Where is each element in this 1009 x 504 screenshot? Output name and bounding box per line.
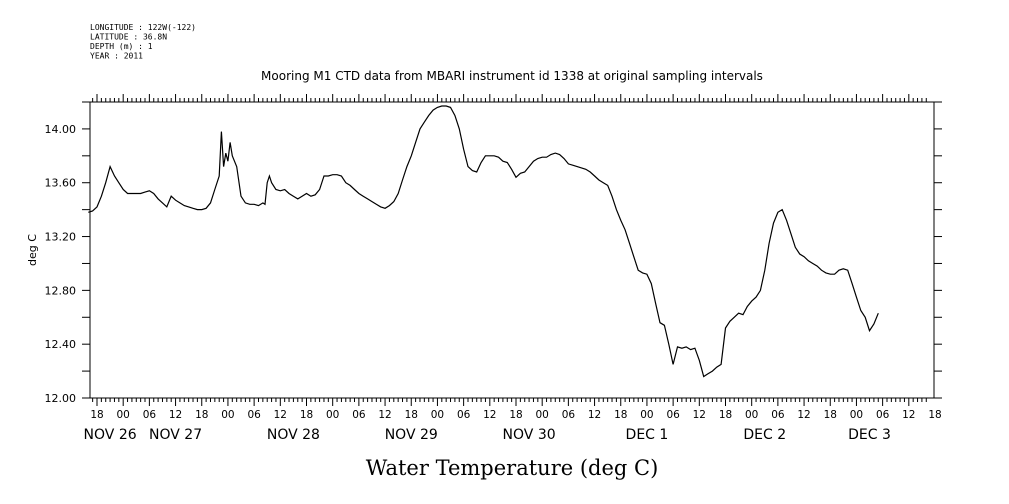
y-tick-label: 12.80 xyxy=(45,284,77,297)
x-hour-label: 12 xyxy=(274,409,287,421)
metadata-line: LATITUDE : 36.8N xyxy=(90,33,167,42)
x-hour-label: 18 xyxy=(195,409,208,421)
x-hour-label: 12 xyxy=(378,409,391,421)
x-hour-label: 12 xyxy=(169,409,182,421)
metadata-block: LONGITUDE : 122W(-122)LATITUDE : 36.8NDE… xyxy=(90,23,196,61)
metadata-line: DEPTH (m) : 1 xyxy=(90,42,153,51)
x-hour-label: 18 xyxy=(719,409,732,421)
x-hour-label: 12 xyxy=(797,409,810,421)
x-hour-label: 06 xyxy=(562,409,576,421)
x-hour-label: 06 xyxy=(143,409,157,421)
x-hour-label: 12 xyxy=(588,409,601,421)
x-axis-label: Water Temperature (deg C) xyxy=(366,456,659,480)
x-day-label: DEC 2 xyxy=(743,427,786,443)
x-hour-label: 18 xyxy=(928,409,941,421)
y-tick-label: 12.00 xyxy=(45,392,77,405)
x-hour-label: 06 xyxy=(247,409,261,421)
x-hour-label: 06 xyxy=(457,409,471,421)
y-tick-label: 12.40 xyxy=(45,338,77,351)
y-axis-label: deg C xyxy=(26,234,39,266)
x-hour-label: 12 xyxy=(483,409,496,421)
x-day-label: DEC 3 xyxy=(848,427,891,443)
x-hour-label: 00 xyxy=(326,409,339,421)
x-hour-label: 18 xyxy=(90,409,103,421)
x-hour-label: 12 xyxy=(693,409,706,421)
x-day-label: NOV 27 xyxy=(149,427,202,443)
x-hour-label: 06 xyxy=(771,409,785,421)
y-tick-label: 14.00 xyxy=(45,123,77,136)
x-hour-label: 00 xyxy=(640,409,653,421)
x-hour-label: 18 xyxy=(614,409,627,421)
x-hour-label: 00 xyxy=(117,409,130,421)
axis-ticks xyxy=(82,94,942,406)
y-tick-label: 13.20 xyxy=(45,231,77,244)
metadata-line: LONGITUDE : 122W(-122) xyxy=(90,23,196,32)
x-hour-label: 00 xyxy=(745,409,758,421)
x-hour-label: 06 xyxy=(666,409,680,421)
x-hour-label: 06 xyxy=(876,409,890,421)
y-tick-label: 13.60 xyxy=(45,177,77,190)
y-tick-labels: 12.00 12.40 12.80 13.20 13.60 14.00 xyxy=(45,123,77,405)
series-line-water-temperature xyxy=(88,105,879,378)
x-hour-label: 18 xyxy=(405,409,418,421)
x-hour-label: 18 xyxy=(300,409,313,421)
x-hour-label: 18 xyxy=(509,409,522,421)
chart-title: Mooring M1 CTD data from MBARI instrumen… xyxy=(261,69,763,83)
x-tick-labels: 18 00 06 12 18 00 06 12 18 00 06 12 18 00 06 12 18 00 06 12… xyxy=(84,409,942,443)
x-hour-label: 06 xyxy=(352,409,366,421)
x-day-label: NOV 26 xyxy=(84,427,137,443)
metadata-line: YEAR : 2011 xyxy=(90,52,143,61)
plot-frame xyxy=(89,101,935,399)
x-hour-label: 00 xyxy=(431,409,444,421)
x-day-label: NOV 30 xyxy=(503,427,556,443)
x-day-label: NOV 28 xyxy=(267,427,320,443)
x-hour-label: 00 xyxy=(536,409,549,421)
x-hour-label: 00 xyxy=(850,409,863,421)
x-hour-label: 12 xyxy=(902,409,915,421)
x-day-label: DEC 1 xyxy=(626,427,669,443)
x-hour-label: 00 xyxy=(221,409,234,421)
x-day-label: NOV 29 xyxy=(385,427,438,443)
x-hour-label: 18 xyxy=(824,409,837,421)
